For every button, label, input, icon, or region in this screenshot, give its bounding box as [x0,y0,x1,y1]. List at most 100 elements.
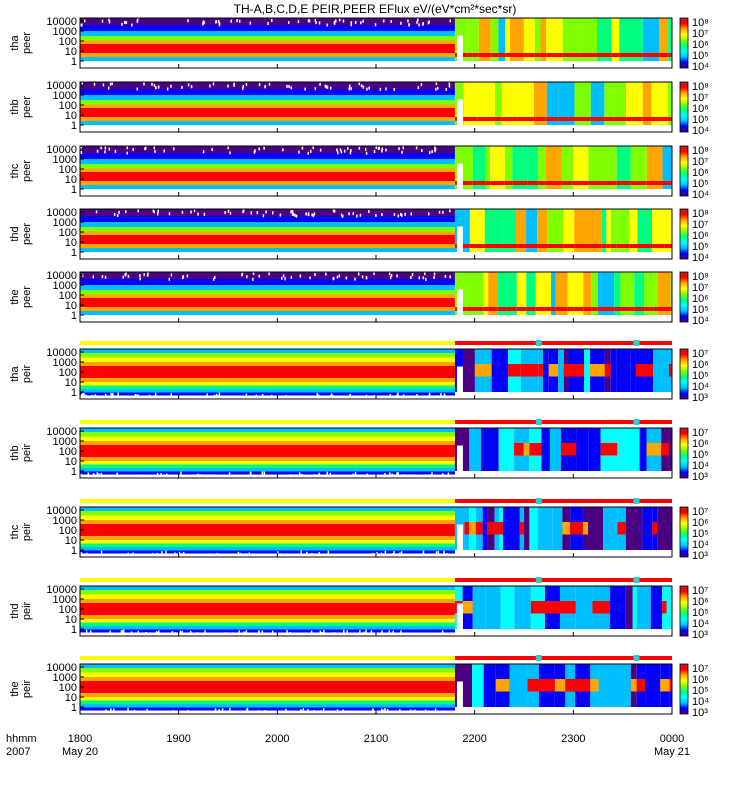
noise-speck [342,19,345,23]
band-7 [80,185,455,190]
xtick-label: 2300 [561,733,585,745]
block [613,82,627,125]
colorbar-tick-label: 10⁶ [692,39,709,51]
band-4 [80,445,455,458]
band-1 [80,279,455,286]
noise-speck [154,392,157,396]
noise-speck [338,274,341,278]
noise-speck [333,632,336,636]
noise-speck [289,631,291,635]
noise-speck [229,211,232,215]
block-band [669,679,672,692]
noise-speck [348,395,351,399]
band-1 [80,216,455,223]
block [545,146,562,189]
block-band [562,522,571,535]
ytick-label: 10 [65,110,77,122]
block-band [634,307,645,311]
noise-speck [409,709,412,713]
block-band [626,117,643,121]
noise-speck [124,273,126,277]
noise-speck [242,84,244,88]
block-band [537,244,548,248]
noise-speck [146,273,149,277]
block [579,18,598,61]
block [484,209,490,252]
noise-speck [385,87,387,91]
noise-speck [265,210,267,214]
block [498,18,506,61]
noise-speck [81,82,84,86]
block [576,428,589,471]
noise-speck [227,711,229,715]
noise-speck [360,84,363,88]
noise-speck [435,551,438,555]
noise-speck [286,629,288,633]
noise-speck [329,86,332,90]
noise-speck [428,395,430,399]
noise-speck [197,473,199,477]
block [657,272,671,315]
band-10 [80,395,455,400]
noise-speck [258,147,260,151]
noise-speck [374,23,377,27]
block-band [574,117,591,121]
block [591,209,602,252]
noise-speck [246,275,248,279]
block-band [454,181,473,185]
noise-speck [335,19,337,23]
block-band [591,244,602,248]
block [526,272,536,315]
band-6 [80,461,455,465]
noise-speck [258,274,260,278]
noise-speck [174,552,176,556]
block-band [597,307,615,311]
noise-speck [231,475,234,479]
noise-speck [289,474,292,478]
noise-speck [420,83,423,87]
ytick-label: 100 [59,227,77,239]
block-band [601,244,607,248]
noise-speck [305,212,307,216]
colorbar [679,427,689,479]
noise-speck [412,710,414,714]
colorbar [679,208,689,260]
noise-speck [149,632,151,636]
noise-speck [187,19,189,23]
noise-speck [428,20,431,24]
band-6 [80,181,455,186]
noise-speck [290,86,292,90]
noise-speck [80,552,83,556]
band-5 [80,235,455,245]
block-band [642,117,652,121]
noise-speck [153,83,156,87]
block [502,272,508,315]
mode-bar-marker [535,419,542,425]
noise-speck [104,393,107,397]
block [562,18,580,61]
noise-speck [365,151,368,155]
ytick-label: 1 [71,120,77,132]
noise-speck [245,708,248,712]
block-band [664,244,670,248]
noise-speck [319,148,322,152]
noise-speck [252,277,254,281]
noise-speck [393,87,396,91]
noise-speck [182,276,184,280]
ytick-label: 10 [65,377,77,389]
noise-speck [109,630,112,634]
block [537,209,548,252]
noise-speck [170,84,172,88]
block [505,18,511,61]
noise-speck [93,82,96,86]
noise-speck [309,149,312,153]
noise-speck [109,82,112,86]
noise-speck [161,711,164,715]
block-band [523,53,535,57]
noise-speck [325,85,327,89]
noise-speck [343,711,345,715]
band-6 [80,697,455,701]
band-2 [80,594,455,600]
noise-speck [342,709,344,713]
